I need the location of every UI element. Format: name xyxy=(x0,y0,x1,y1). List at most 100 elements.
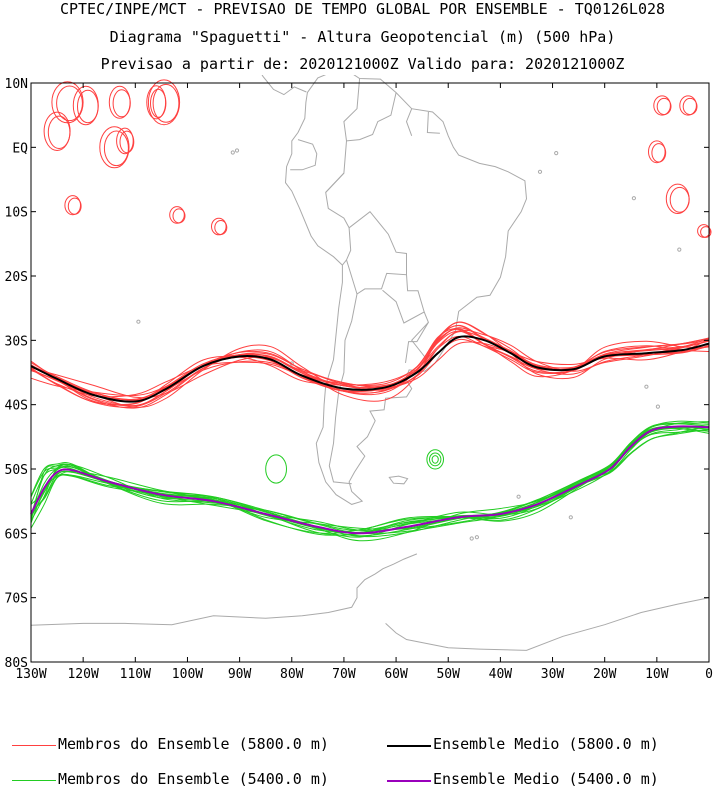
lon-tick-label: 70W xyxy=(332,667,356,682)
country-border xyxy=(328,293,358,485)
ensemble-member-5800-contour xyxy=(30,328,710,408)
island-coastline xyxy=(644,384,649,389)
legend-swatch-members-5800 xyxy=(12,745,56,746)
ensemble-members-layer xyxy=(30,79,712,542)
falkland-islands-coastline xyxy=(388,475,409,485)
ensemble-member-5400-contour xyxy=(30,420,710,532)
lon-tick-label: 50W xyxy=(436,667,460,682)
lat-tick-label: 30S xyxy=(5,334,28,349)
lat-tick-label: 60S xyxy=(5,527,28,542)
ensemble-member-5400-cell xyxy=(431,455,439,464)
antarctica-coastline xyxy=(30,553,418,626)
ensemble-member-5800-cell xyxy=(56,85,83,122)
lon-tick-label: 20W xyxy=(593,667,617,682)
lon-tick-label: 40W xyxy=(489,667,513,682)
legend-label-members-5400: Membros do Ensemble (5400.0 m) xyxy=(58,770,329,788)
lat-tick-label: 10S xyxy=(5,206,28,221)
country-border xyxy=(411,321,431,364)
ensemble-member-5400-contour xyxy=(30,422,710,531)
ensemble-member-5400-contour xyxy=(30,425,710,534)
ensemble-member-5800-cell xyxy=(67,197,82,215)
country-border xyxy=(325,172,352,266)
ensemble-member-5800-cell xyxy=(103,130,129,167)
ensemble-member-5800-cell xyxy=(77,89,99,124)
ensemble-member-5800-cell xyxy=(152,83,180,123)
island-coastline xyxy=(469,536,474,541)
ensemble-member-5400-cell xyxy=(429,452,442,467)
lat-tick-label: EQ xyxy=(12,141,28,156)
map-frame xyxy=(30,82,710,663)
island-coastline xyxy=(631,196,637,201)
lat-tick-label: 70S xyxy=(5,592,28,607)
legend-swatch-members-5400 xyxy=(12,780,56,781)
island-coastline xyxy=(655,404,661,409)
country-border xyxy=(405,108,413,136)
ensemble-member-5800-cell xyxy=(119,130,135,154)
ensemble-member-5800-cell xyxy=(653,95,671,116)
ensemble-member-5800-cell xyxy=(656,97,672,116)
ensemble-member-5400-contour xyxy=(30,429,710,536)
country-border xyxy=(346,211,407,295)
ensemble-member-5400-contour xyxy=(30,426,710,533)
lon-tick-label: 10W xyxy=(645,667,669,682)
ensemble-mean-5800-contour xyxy=(30,335,710,403)
lon-tick-label: 90W xyxy=(228,667,252,682)
ensemble-member-5400-contour xyxy=(30,426,710,542)
lat-tick-label: 50S xyxy=(5,463,28,478)
lat-tick-label: 40S xyxy=(5,399,28,414)
legend-label-mean-5800: Ensemble Medio (5800.0 m) xyxy=(433,735,659,753)
ensemble-member-5400-contour xyxy=(30,421,710,530)
lon-tick-label: 0 xyxy=(705,667,713,682)
ensemble-member-5800-cell xyxy=(700,226,712,238)
lat-tick-label: 20S xyxy=(5,270,28,285)
lon-tick-label: 80W xyxy=(280,667,304,682)
ensemble-member-5800-cell xyxy=(651,143,667,163)
lon-tick-label: 120W xyxy=(67,667,98,682)
ensemble-mean-layer xyxy=(30,335,710,535)
title-line-1: CPTEC/INPE/MCT - PREVISAO DE TEMPO GLOBA… xyxy=(59,0,666,18)
ensemble-member-5400-contour xyxy=(30,425,710,538)
island-coastline xyxy=(537,169,543,174)
ensemble-member-5400-contour xyxy=(30,426,710,534)
island-coastline xyxy=(230,150,235,155)
ensemble-member-5800-cell xyxy=(64,195,81,216)
island-coastline xyxy=(516,494,521,499)
lat-tick-label: 80S xyxy=(5,656,28,671)
ensemble-member-5800-cell xyxy=(214,220,228,235)
ensemble-member-5800-cell xyxy=(211,217,227,236)
lon-tick-label: 110W xyxy=(120,667,151,682)
ensemble-member-5800-contour xyxy=(30,328,710,406)
ensemble-member-5800-cell xyxy=(679,95,697,116)
ensemble-member-5800-cell xyxy=(150,88,167,118)
ensemble-member-5400-contour xyxy=(30,426,710,537)
country-border xyxy=(382,274,425,324)
south-america-coastline xyxy=(284,75,528,505)
island-coastline xyxy=(568,515,573,520)
island-coastline xyxy=(554,151,559,156)
ensemble-member-5800-cell xyxy=(682,97,698,116)
country-border xyxy=(405,311,429,363)
central-america-coastline xyxy=(261,75,307,96)
ensemble-member-5800-cell xyxy=(669,186,690,213)
ensemble-member-5800-cell xyxy=(169,206,185,224)
antarctica-coastline xyxy=(385,597,710,651)
ensemble-member-5800-cell xyxy=(116,127,134,155)
ensemble-member-5800-cell xyxy=(147,79,181,126)
title-line-3: Previsao a partir de: 2020121000Z Valido… xyxy=(100,55,625,73)
island-coastline xyxy=(136,319,141,324)
ensemble-member-5400-contour xyxy=(30,427,710,538)
legend-label-mean-5400: Ensemble Medio (5400.0 m) xyxy=(433,770,659,788)
ensemble-member-5800-cell xyxy=(47,115,71,149)
legend-swatch-mean-5800 xyxy=(387,745,431,747)
island-coastline xyxy=(677,247,682,252)
title-line-2: Diagrama "Spaguetti" - Altura Geopotenci… xyxy=(109,28,616,46)
ensemble-member-5800-cell xyxy=(648,140,666,164)
lon-tick-label: 60W xyxy=(384,667,408,682)
island-coastline xyxy=(234,148,240,153)
legend-swatch-mean-5400 xyxy=(387,780,431,782)
country-border xyxy=(426,111,440,134)
coastlines-layer xyxy=(30,75,710,651)
ensemble-member-5800-cell xyxy=(172,208,186,224)
